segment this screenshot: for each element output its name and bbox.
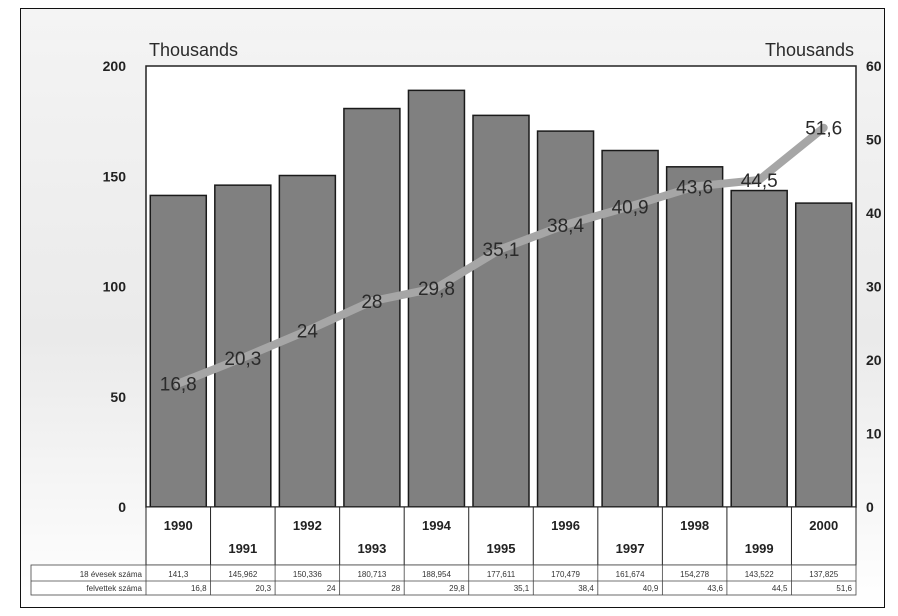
data-table-cell: 51,6 [836, 584, 852, 593]
category-label: 1991 [228, 541, 257, 556]
bar [730, 189, 788, 508]
line-data-label: 40,9 [612, 197, 649, 218]
right-tick-label: 30 [866, 279, 882, 295]
left-tick-label: 150 [103, 168, 127, 184]
data-table-cell: 29,8 [449, 584, 465, 593]
left-axis-title: Thousands [149, 40, 238, 60]
bar [149, 194, 208, 508]
bar [472, 114, 530, 508]
line-data-label: 16,8 [160, 375, 197, 396]
bar [794, 202, 853, 508]
right-tick-label: 50 [866, 132, 882, 148]
left-tick-label: 50 [110, 389, 126, 405]
line-data-label: 29,8 [418, 279, 455, 300]
data-table-cell: 16,8 [191, 584, 207, 593]
line-point [175, 380, 182, 387]
category-label: 1994 [422, 518, 452, 533]
line-point [304, 327, 311, 334]
line-point [433, 284, 440, 291]
data-table-cell: 28 [391, 584, 400, 593]
data-table-cell: 170,479 [551, 570, 580, 579]
line-data-label: 24 [297, 322, 319, 343]
category-label: 1992 [293, 518, 322, 533]
data-table-cell: 143,522 [745, 570, 774, 579]
category-label: 1997 [616, 541, 645, 556]
left-tick-label: 200 [103, 58, 127, 74]
chart-svg: 16,8 20,3 24 28 29,8 35,1 38,4 40,9 43,6 44,5 51,6… [30, 40, 882, 596]
data-table-cell: 141,3 [168, 570, 189, 579]
data-table-cell: 43,6 [707, 584, 723, 593]
category-table [145, 506, 857, 566]
category-label: 2000 [809, 518, 838, 533]
data-table-cell: 154,278 [680, 570, 709, 579]
data-table [30, 564, 857, 596]
data-table-cell: 40,9 [643, 584, 659, 593]
chart-frame: 16,8 20,3 24 28 29,8 35,1 38,4 40,9 43,6 44,5 51,6… [20, 8, 885, 608]
right-tick-label: 20 [866, 352, 882, 368]
category-label: 1998 [680, 518, 709, 533]
right-tick-label: 60 [866, 58, 882, 74]
category-label: 1995 [487, 541, 516, 556]
data-table-cell: 188,954 [422, 570, 451, 579]
right-tick-label: 10 [866, 426, 882, 442]
data-table-cell: 137,825 [809, 570, 838, 579]
data-table-series-name: felvettek száma [86, 584, 142, 593]
line-point [368, 298, 375, 305]
line-data-label: 44,5 [741, 171, 778, 192]
left-tick-label: 100 [103, 279, 127, 295]
line-point [498, 246, 504, 253]
line-point [562, 221, 569, 228]
category-label: 1999 [745, 541, 774, 556]
data-table-cell: 177,611 [487, 570, 516, 579]
bar [536, 130, 595, 508]
line-data-label: 51,6 [805, 119, 842, 140]
right-axis-title: Thousands [765, 40, 854, 60]
line-point [820, 124, 827, 131]
data-table-cell: 20,3 [256, 584, 272, 593]
line-point [756, 176, 763, 183]
line-data-label: 28 [361, 292, 382, 313]
line-data-label: 20,3 [224, 349, 261, 370]
category-label: 1996 [551, 518, 580, 533]
bar [407, 89, 466, 508]
category-label: 1993 [357, 541, 386, 556]
right-tick-label: 0 [866, 499, 874, 515]
data-table-cell: 24 [327, 584, 336, 593]
right-tick-label: 40 [866, 205, 882, 221]
bar [665, 166, 724, 508]
line-point [691, 183, 698, 190]
data-table-series-name: 18 évesek száma [80, 570, 143, 579]
data-table-cell: 145,962 [228, 570, 257, 579]
data-table-cell: 150,336 [293, 570, 322, 579]
data-table-cell: 180,713 [357, 570, 386, 579]
data-table-cell: 35,1 [514, 584, 530, 593]
line-data-label: 43,6 [676, 178, 713, 199]
category-label: 1990 [164, 518, 193, 533]
data-table-cell: 44,5 [772, 584, 788, 593]
line-point [627, 203, 634, 210]
data-table-cell: 161,674 [616, 570, 645, 579]
line-point [239, 354, 246, 361]
left-tick-label: 0 [118, 499, 126, 515]
line-data-label: 35,1 [483, 240, 520, 261]
line-data-label: 38,4 [547, 216, 584, 237]
data-table-cell: 38,4 [578, 584, 594, 593]
